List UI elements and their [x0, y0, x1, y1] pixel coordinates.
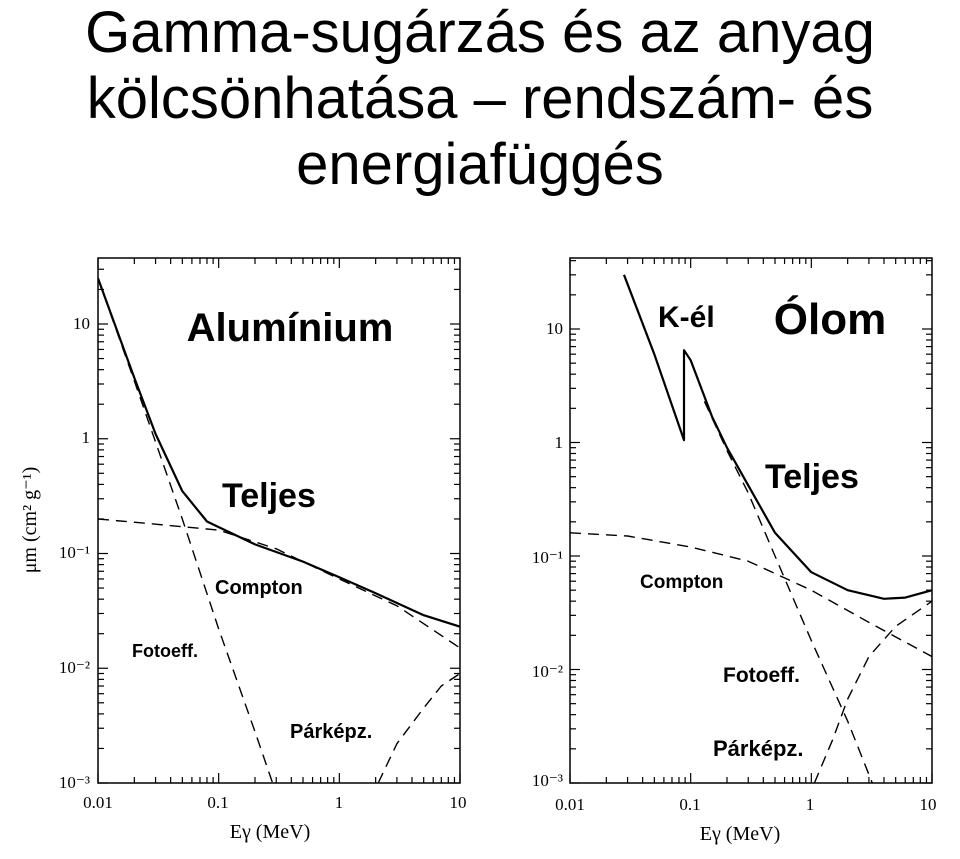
plot-frame	[97, 257, 461, 784]
x-tick-label: 10	[920, 795, 937, 814]
y-tick-label: 1	[555, 433, 564, 452]
title-line-2: kölcsönhatása – rendszám- és	[86, 66, 874, 131]
series-teljes-line	[622, 274, 932, 600]
annotation-teljes: Teljes	[222, 477, 316, 515]
y-tick-label: 10	[546, 319, 563, 338]
slide-title: Gamma-sugárzás és az anyag kölcsönhatása…	[0, 0, 960, 230]
annotation-compton: Compton	[215, 577, 303, 599]
plot-frame	[569, 257, 933, 784]
y-tick-label: 10⁻²	[532, 662, 563, 681]
chart-olom: 10 1 10⁻¹ 10⁻² 10⁻³ 0.01 0.1 1 10 Eγ (Me…	[532, 257, 937, 845]
chart-title: Ólom	[774, 294, 886, 344]
x-tick-label: 0.1	[207, 793, 228, 812]
annotation-k-el: K-él	[658, 301, 715, 334]
y-tick-label: 10⁻¹	[59, 543, 90, 562]
y-tick-label: 10⁻³	[59, 773, 90, 792]
x-tick-label: 1	[806, 795, 815, 814]
series-compton-line	[570, 532, 932, 658]
minor-ticks	[97, 258, 461, 784]
x-tick-labels: 0.01 0.1 1 10	[83, 793, 466, 812]
series-p-rk-pz--line	[813, 600, 932, 783]
x-tick-label: 1	[335, 793, 344, 812]
x-tick-label: 0.1	[679, 795, 700, 814]
series-teljes-line	[98, 277, 460, 628]
annotation-parkepz: Párképz.	[713, 736, 804, 761]
x-tick-label: 0.01	[555, 795, 585, 814]
annotation-parkepz: Párképz.	[290, 721, 372, 743]
chart-title: Alumínium	[187, 306, 394, 350]
annotation-teljes: Teljes	[765, 458, 859, 496]
y-tick-label: 10⁻²	[59, 658, 90, 677]
series-compton-line	[98, 518, 460, 649]
series-p-rk-pz--line	[377, 672, 460, 783]
y-tick-labels: 10 1 10⁻¹ 10⁻² 10⁻³	[532, 319, 563, 790]
y-tick-labels: 10 1 10⁻¹ 10⁻² 10⁻³	[59, 314, 90, 792]
series-layer	[98, 277, 460, 783]
annotation-fotoeff: Fotoeff.	[723, 664, 800, 687]
chart-aluminium: 10 1 10⁻¹ 10⁻² 10⁻³ 0.01 0.1 1 10 Eγ (Me…	[19, 257, 467, 843]
minor-ticks	[569, 258, 933, 784]
y-tick-label: 10⁻¹	[532, 548, 563, 567]
x-axis-label: Eγ (MeV)	[700, 823, 780, 845]
series-fotoeff--line	[703, 401, 873, 783]
x-tick-labels: 0.01 0.1 1 10	[555, 795, 936, 814]
series-fotoeff--line	[98, 278, 274, 783]
y-tick-label: 10	[73, 314, 90, 333]
title-line-3: energiafüggés	[296, 132, 664, 197]
y-tick-label: 1	[82, 428, 91, 447]
x-tick-label: 10	[450, 793, 467, 812]
y-axis-label: μm (cm² g⁻¹)	[19, 467, 41, 574]
series-layer	[570, 274, 932, 783]
x-tick-label: 0.01	[83, 793, 113, 812]
x-axis-label: Eγ (MeV)	[230, 821, 310, 843]
title-line-1: Gamma-sugárzás és az anyag	[85, 0, 875, 65]
y-tick-label: 10⁻³	[532, 771, 563, 790]
annotation-compton: Compton	[640, 572, 723, 593]
annotation-fotoeff: Fotoeff.	[132, 641, 198, 661]
